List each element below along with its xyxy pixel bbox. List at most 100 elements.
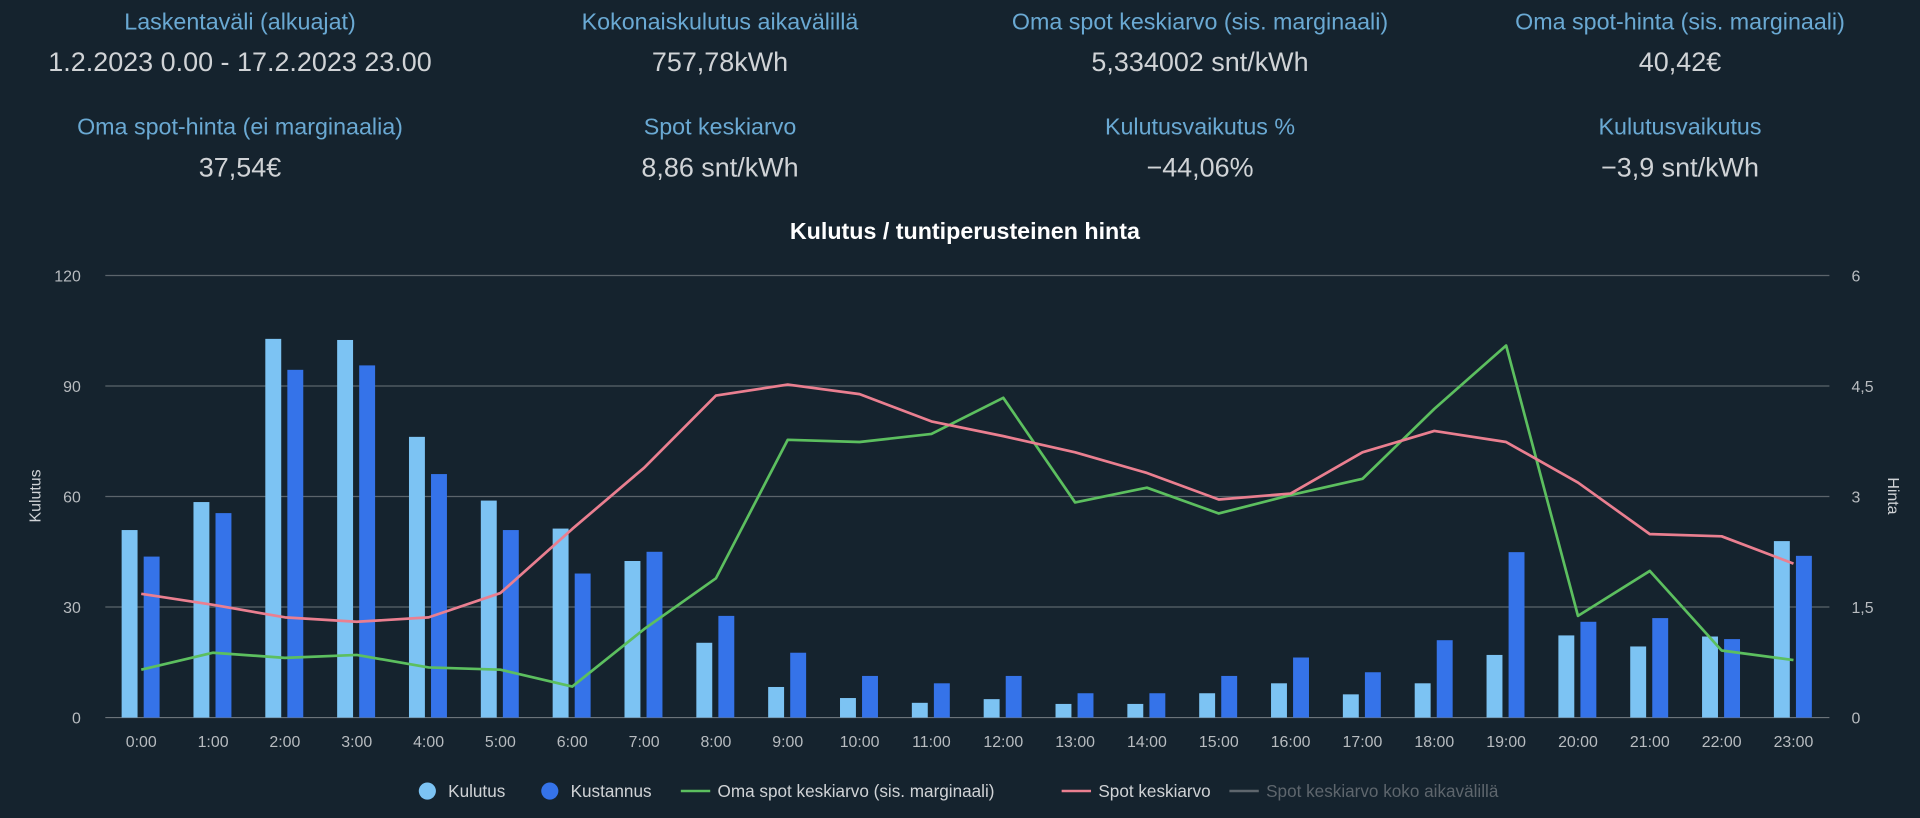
stat-label: Laskentaväli (alkuajat) — [124, 9, 356, 36]
x-tick-label: 1:00 — [198, 734, 229, 751]
line-oma-spot-keskiarvo-sis-marginaali- — [140, 344, 1794, 688]
y2-tick-label: 4,5 — [1851, 379, 1873, 396]
bar-kustannus — [1149, 693, 1166, 718]
x-tick-label: 12:00 — [983, 734, 1023, 751]
bar-kustannus — [502, 530, 519, 718]
legend-marker-icon — [418, 782, 436, 800]
bar-kulutus — [1773, 541, 1790, 718]
x-tick-label: 4:00 — [413, 734, 444, 751]
y-axis-title: Kulutus — [27, 469, 44, 522]
bar-kulutus — [337, 339, 354, 718]
x-tick-label: 21:00 — [1630, 734, 1670, 751]
y2-axis-title: Hinta — [1884, 477, 1901, 514]
x-tick-label: 15:00 — [1199, 734, 1239, 751]
bar-kulutus — [696, 642, 713, 718]
bar-kulutus — [983, 699, 1000, 718]
bar-kustannus — [933, 683, 950, 718]
line-spot-keskiarvo — [141, 383, 1794, 624]
bar-kulutus — [552, 528, 569, 718]
legend-item[interactable]: Spot keskiarvo koko aikavälillä — [1229, 781, 1499, 801]
bar-kustannus — [646, 551, 663, 718]
stat-value: −3,9 snt/kWh — [1601, 151, 1759, 183]
bar-kulutus — [265, 338, 282, 718]
stat-spot-avg: Spot keskiarvo 8,86 snt/kWh — [480, 113, 960, 188]
bar-kustannus — [1508, 552, 1525, 718]
x-tick-label: 2:00 — [269, 734, 300, 751]
x-tick-label: 22:00 — [1702, 734, 1742, 751]
bar-kustannus — [1795, 555, 1812, 718]
x-tick-label: 23:00 — [1774, 734, 1814, 751]
legend-item[interactable]: Spot keskiarvo — [1061, 781, 1211, 801]
legend-item[interactable]: Oma spot keskiarvo (sis. marginaali) — [680, 781, 995, 801]
bar-kustannus — [1580, 621, 1597, 718]
bar-kustannus — [1724, 639, 1741, 718]
stat-consumption-effect-pct: Kulutusvaikutus % −44,06% — [960, 113, 1440, 188]
x-tick-label: 0:00 — [126, 734, 157, 751]
x-tick-label: 11:00 — [912, 734, 951, 751]
bar-kustannus — [431, 474, 447, 718]
stat-label: Kulutusvaikutus — [1598, 115, 1762, 141]
bar-kulutus — [1558, 635, 1575, 718]
bar-kustannus — [143, 556, 160, 718]
stat-own-spot-no-margin: Oma spot-hinta (ei marginaalia) 37,54€ — [0, 113, 480, 188]
bar-kustannus — [790, 652, 807, 718]
x-tick-label: 10:00 — [840, 734, 880, 751]
x-tick-label: 14:00 — [1127, 734, 1167, 751]
bar-kulutus — [911, 702, 928, 718]
stat-own-spot-price: Oma spot-hinta (sis. marginaali) 40,42€ — [1440, 7, 1920, 82]
stat-label: Spot keskiarvo — [643, 115, 797, 141]
y2-tick-label: 0 — [1851, 711, 1860, 728]
bar-kulutus — [1055, 703, 1072, 718]
legend-label: Oma spot keskiarvo (sis. marginaali) — [718, 781, 995, 801]
stat-label: Oma spot keskiarvo (sis. marginaali) — [1011, 9, 1389, 36]
bar-kustannus — [1364, 672, 1381, 718]
stat-label: Kulutusvaikutus % — [1104, 115, 1296, 141]
bar-kulutus — [768, 686, 785, 718]
legend-label: Spot keskiarvo koko aikavälillä — [1266, 781, 1499, 801]
stat-value: 37,54€ — [198, 151, 282, 183]
legend-item[interactable]: Kustannus — [541, 781, 652, 801]
y2-tick-label: 3 — [1851, 490, 1860, 507]
bar-kustannus — [1077, 693, 1094, 718]
bar-kulutus — [480, 500, 497, 718]
x-tick-label: 6:00 — [557, 734, 588, 751]
stat-label: Oma spot-hinta (sis. marginaali) — [1515, 9, 1845, 36]
stat-value: −44,06% — [1146, 151, 1254, 183]
x-tick-label: 16:00 — [1271, 734, 1311, 751]
stat-label: Kokonaiskulutus aikavälillä — [581, 9, 859, 36]
bar-kustannus — [287, 369, 304, 718]
bar-kustannus — [862, 675, 878, 718]
x-tick-label: 20:00 — [1558, 734, 1598, 751]
legend-item[interactable]: Kulutus — [418, 781, 506, 801]
stat-value: 5,334002 snt/kWh — [1091, 46, 1309, 78]
bar-kulutus — [1342, 694, 1359, 718]
stat-period: Laskentaväli (alkuajat) 1.2.2023 0.00 - 1… — [0, 7, 480, 82]
bar-kulutus — [121, 530, 138, 718]
x-tick-label: 13:00 — [1055, 734, 1095, 751]
x-tick-label: 5:00 — [485, 734, 516, 751]
legend-marker-icon — [541, 782, 559, 800]
stat-label: Oma spot-hinta (ei marginaalia) — [77, 115, 403, 141]
bar-kustannus — [215, 513, 232, 718]
stat-own-spot-avg: Oma spot keskiarvo (sis. marginaali) 5,33… — [960, 7, 1440, 82]
bar-kulutus — [1271, 683, 1287, 718]
legend-label: Kulutus — [448, 781, 505, 801]
bar-kustannus — [1005, 675, 1022, 718]
x-tick-label: 9:00 — [772, 734, 803, 751]
stat-value: 757,78kWh — [651, 46, 789, 78]
y-tick-label: 30 — [63, 600, 81, 617]
bar-kustannus — [718, 615, 735, 718]
y-tick-label: 120 — [54, 269, 81, 286]
bar-kulutus — [1702, 636, 1718, 718]
stat-value: 8,86 snt/kWh — [641, 151, 799, 183]
bar-kustannus — [359, 365, 376, 718]
bar-kustannus — [1652, 618, 1669, 718]
x-tick-label: 3:00 — [341, 734, 372, 751]
bar-kulutus — [1414, 683, 1431, 718]
y-tick-label: 0 — [72, 711, 81, 728]
bar-kulutus — [1127, 703, 1144, 718]
stat-value: 40,42€ — [1638, 46, 1722, 78]
bar-kustannus — [1221, 675, 1238, 718]
